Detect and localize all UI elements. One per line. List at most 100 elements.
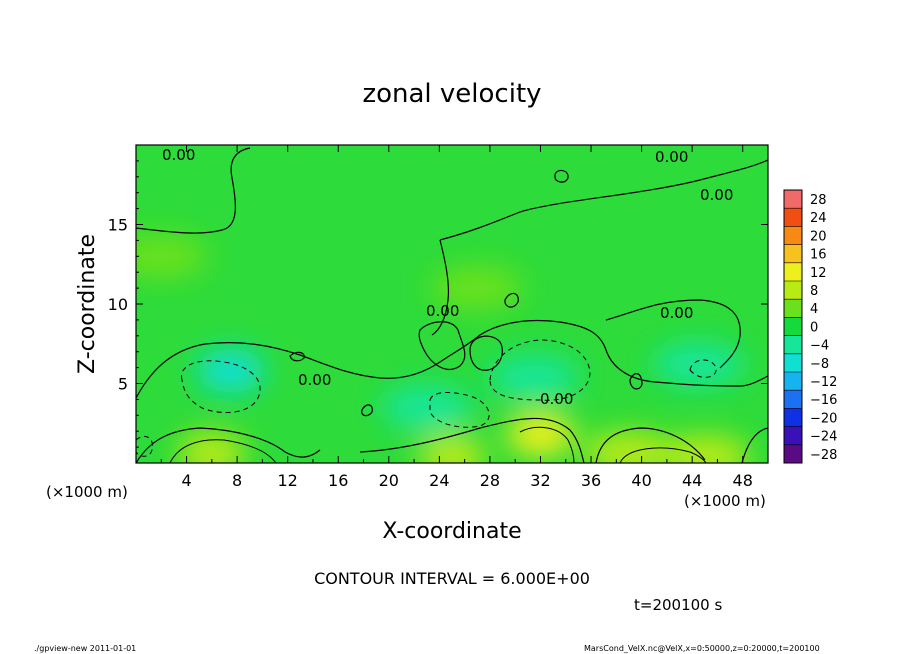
colorbar-swatch — [784, 281, 802, 300]
field-feature — [488, 355, 581, 400]
colorbar-label: −20 — [810, 411, 837, 426]
colorbar-swatch — [784, 208, 802, 227]
colorbar-swatch — [784, 408, 802, 428]
x-axis-label: X-coordinate — [382, 519, 521, 544]
colorbar-label: −24 — [810, 430, 837, 445]
colorbar-label: 0 — [810, 320, 818, 335]
zero-contour — [504, 292, 519, 308]
colorbar-label: 28 — [810, 193, 827, 208]
zero-contour — [136, 319, 768, 399]
field-feature — [431, 266, 524, 311]
colorbar-label: 4 — [810, 302, 818, 317]
chart-title: zonal velocity — [362, 79, 541, 109]
zero-contour — [554, 169, 569, 183]
contour-label: 0.00 — [655, 148, 688, 166]
x-tick-label: 4 — [181, 471, 191, 490]
colorbar-swatch — [784, 444, 802, 464]
contour-label: 0.00 — [162, 146, 195, 164]
y-tick-label: 15 — [108, 216, 128, 235]
x-tick-label: 28 — [480, 471, 500, 490]
footer-left: ./gpview-new 2011-01-01 — [34, 644, 136, 653]
zero-contour — [469, 335, 503, 371]
colorbar-swatch — [784, 372, 802, 391]
field-feature — [196, 348, 265, 393]
contour-label: 0.00 — [426, 302, 459, 320]
colorbar-label: −28 — [810, 448, 837, 463]
zero-contour — [418, 321, 466, 371]
colorbar-swatch — [784, 335, 802, 355]
contour-interval-text: CONTOUR INTERVAL = 6.000E+00 — [314, 569, 590, 588]
field-feature — [582, 431, 675, 463]
colorbar-label: 16 — [810, 248, 827, 263]
colorbar-label: −16 — [810, 393, 837, 408]
field-feature — [658, 434, 751, 463]
x-tick-label: 20 — [379, 471, 399, 490]
positive-contour — [169, 439, 277, 463]
x-tick-label: 44 — [682, 471, 702, 490]
x-tick-label: 36 — [581, 471, 601, 490]
field-feature — [652, 342, 745, 387]
colorbar-swatch — [784, 244, 802, 264]
colorbar-label: 12 — [810, 266, 827, 281]
x-axis: 4 8 12 16 20 24 28 32 36 40 44 48 — [160, 145, 753, 490]
colorbar-swatch — [784, 226, 802, 246]
y-axis: 5 10 15 — [108, 160, 768, 448]
negative-contour — [136, 435, 154, 457]
colorbar-swatch — [784, 426, 802, 446]
colorbar-swatch — [784, 262, 802, 282]
negative-contour — [689, 359, 717, 378]
zero-contour — [136, 427, 321, 463]
zero-contour — [629, 373, 643, 390]
y-axis-label: Z-coordinate — [75, 234, 100, 374]
negative-contour — [489, 339, 591, 401]
x-tick-label: 8 — [232, 471, 242, 490]
positive-contours — [169, 426, 707, 463]
colorbar-swatch — [784, 390, 802, 409]
contour-label: 0.00 — [540, 390, 573, 408]
time-text: t=200100 s — [634, 596, 722, 614]
contour-label: 0.00 — [660, 304, 693, 322]
negative-contour — [181, 360, 261, 414]
colorbar-swatch — [784, 299, 802, 318]
negative-contours — [136, 339, 717, 457]
field-feature — [506, 412, 575, 457]
zero-contour — [431, 239, 450, 336]
colorbar-swatch — [784, 317, 802, 337]
colorbar-label: −8 — [810, 357, 829, 372]
colorbar-swatch — [784, 353, 802, 373]
colorbar: 28 24 20 16 12 8 4 0 −4 −8 −12 −16 −20 −24 −28 — [783, 189, 837, 464]
y-tick-label: 5 — [118, 375, 128, 394]
colorbar-swatch — [784, 190, 802, 209]
field-feature — [380, 385, 473, 430]
contour-lines — [136, 147, 768, 463]
zero-contour — [289, 351, 305, 362]
footer-right: MarsCond_VelX.nc@VelX,x=0:50000,z=0:2000… — [584, 644, 820, 653]
zero-contour — [595, 427, 706, 463]
zero-contour — [439, 159, 768, 241]
zero-contour — [136, 147, 251, 234]
zero-contour — [741, 427, 768, 463]
x-tick-label: 16 — [328, 471, 348, 490]
zero-contour — [605, 299, 741, 369]
plot-area — [136, 145, 768, 463]
x-tick-label: 12 — [278, 471, 298, 490]
colorbar-label: 20 — [810, 229, 827, 244]
x-tick-label: 48 — [733, 471, 753, 490]
colorbar-label: 8 — [810, 284, 818, 299]
colorbar-label: 24 — [810, 211, 827, 226]
colorbar-label: −12 — [810, 375, 837, 390]
x-unit-label-right: (×1000 m) — [684, 492, 766, 510]
field-feature — [136, 234, 208, 279]
x-tick-label: 32 — [530, 471, 550, 490]
field-feature — [418, 434, 486, 463]
field-feature — [177, 431, 246, 463]
zero-contour — [361, 404, 373, 417]
contour-label: 0.00 — [298, 371, 331, 389]
positive-contour — [619, 447, 707, 463]
field-features — [136, 234, 751, 463]
colorbar-label: −4 — [810, 339, 829, 354]
x-tick-label: 24 — [429, 471, 449, 490]
x-unit-label-left: (×1000 m) — [46, 483, 128, 501]
contour-label: 0.00 — [700, 186, 733, 204]
